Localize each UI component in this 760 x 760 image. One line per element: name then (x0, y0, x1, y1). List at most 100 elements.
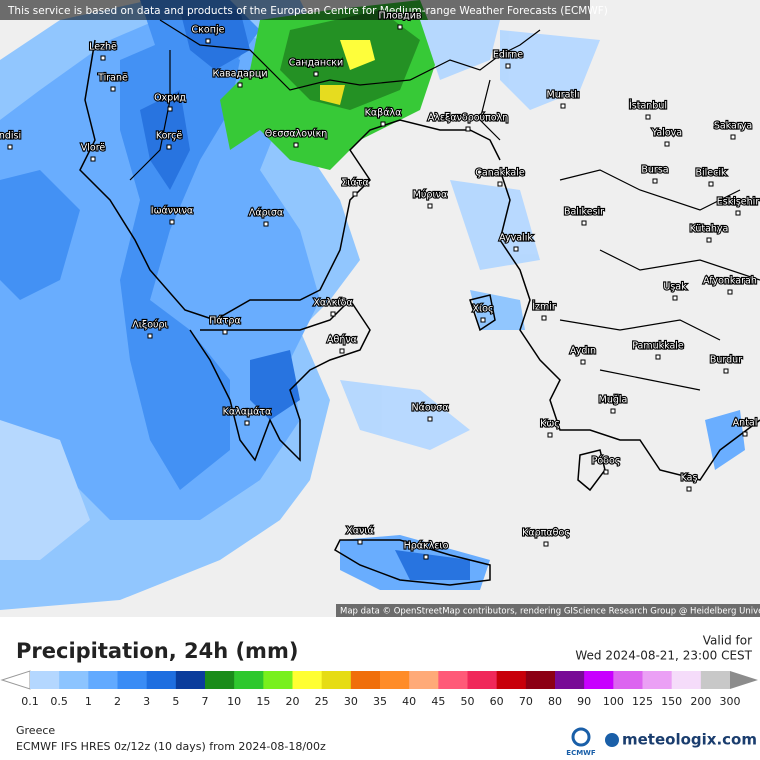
city-marker (244, 420, 250, 426)
colorbar-swatch (671, 671, 702, 689)
city-marker (706, 237, 712, 243)
colorbar-label: 90 (577, 695, 591, 708)
colorbar-label: 0.1 (21, 695, 39, 708)
city-marker (427, 416, 433, 422)
city-label: Ιωάννινα (151, 206, 193, 217)
city-marker (686, 486, 692, 492)
ecmwf-label: ECMWF (566, 749, 596, 757)
city-label: Кавадарци (212, 69, 267, 80)
brand-logo (605, 733, 619, 747)
city-marker (742, 431, 748, 437)
colorbar-label: 30 (344, 695, 358, 708)
city-label: Σιάτα (341, 178, 368, 189)
city-label: Eskişehir (717, 197, 760, 208)
colorbar-label: 100 (603, 695, 624, 708)
colorbar-swatch (642, 671, 673, 689)
colorbar-swatch (263, 671, 293, 689)
city-marker (167, 106, 173, 112)
colorbar-swatch (321, 671, 352, 689)
colorbar-swatch (292, 671, 323, 689)
city-label: Пловдив (379, 11, 422, 22)
attribution: Map data © OpenStreetMap contributors, r… (340, 607, 760, 617)
city-label: Χανιά (346, 526, 374, 537)
colorbar-label: 35 (373, 695, 387, 708)
notice: This service is based on data and produc… (7, 5, 608, 17)
city-marker (645, 114, 651, 120)
city-label: Antal (733, 418, 758, 429)
colorbar-swatch (525, 671, 556, 689)
city-marker (205, 38, 211, 44)
city-label: Χίος (472, 304, 493, 315)
city-label: Burdur (710, 355, 742, 366)
colorbar-swatch (496, 671, 527, 689)
city-marker (397, 24, 403, 30)
map: This service is based on data and produc… (0, 0, 760, 617)
city-label: Сандански (289, 58, 343, 69)
city-label: Ηράκλειο (404, 541, 449, 552)
city-marker (169, 219, 175, 225)
city-marker (652, 178, 658, 184)
colorbar-label: 5 (172, 695, 179, 708)
colorbar-label: 200 (690, 695, 711, 708)
city-label: Καβάλα (365, 108, 402, 119)
colorbar-swatch (59, 671, 89, 689)
colorbar-swatch (146, 671, 177, 689)
colorbar-label: 50 (461, 695, 475, 708)
colorbar-swatch (700, 671, 731, 689)
city-marker (339, 348, 345, 354)
city-label: Χαλκίδα (313, 298, 352, 309)
city-marker (222, 329, 228, 335)
colorbar-swatch (175, 671, 206, 689)
city-label: Tiranë (97, 73, 128, 84)
colorbar-label: 10 (227, 695, 241, 708)
city-marker (581, 220, 587, 226)
city-label: Скопје (192, 25, 225, 36)
city-marker (110, 86, 116, 92)
city-label: Afyonkarah (703, 276, 757, 287)
legend: Precipitation, 24h (mm) Valid for Wed 20… (0, 634, 758, 757)
city-label: Θεσσαλονίκη (265, 129, 328, 140)
city-marker (352, 191, 358, 197)
city-marker (730, 134, 736, 140)
colorbar-swatch (409, 671, 439, 689)
city-marker (480, 317, 486, 323)
city-marker (513, 246, 519, 252)
city-label: ndisi (0, 131, 21, 142)
city-marker (543, 541, 549, 547)
city-marker (655, 354, 661, 360)
city-marker (166, 144, 172, 150)
city-label: Edirne (493, 50, 523, 61)
city-marker (427, 203, 433, 209)
colorbar-label: 25 (315, 695, 329, 708)
city-label: Νάουσα (412, 403, 449, 414)
city-marker (330, 311, 336, 317)
colorbar-swatch (88, 671, 118, 689)
city-label: Kütahya (690, 224, 729, 235)
legend-title: Precipitation, 24h (mm) (16, 639, 298, 663)
city-label: Λιξούρι (132, 320, 168, 331)
city-marker (560, 103, 566, 109)
city-marker (380, 121, 386, 127)
city-label: Λάρισα (249, 208, 283, 219)
city-label: İzmir (532, 302, 556, 313)
city-label: Lezhë (89, 42, 117, 53)
colorbar-swatch (234, 671, 264, 689)
city-label: Muğla (599, 395, 628, 406)
city-label: Ayvalık (499, 233, 533, 244)
city-marker (723, 368, 729, 374)
city-marker (603, 469, 609, 475)
colorbar-swatch (467, 671, 498, 689)
ecmwf-logo (571, 727, 591, 747)
city-label: Καλαμάτα (223, 407, 272, 418)
colorbar-label: 0.5 (50, 695, 68, 708)
city-marker (497, 181, 503, 187)
colorbar-swatch (584, 671, 614, 689)
city-label: Pamukkale (632, 341, 684, 352)
colorbar-label: 300 (720, 695, 741, 708)
city-marker (541, 315, 547, 321)
city-label: Bursa (641, 165, 668, 176)
city-label: Bilecik (695, 168, 727, 179)
coastlines (79, 39, 760, 586)
valid-label: Valid for (703, 634, 752, 648)
city-label: Yalova (651, 128, 682, 139)
